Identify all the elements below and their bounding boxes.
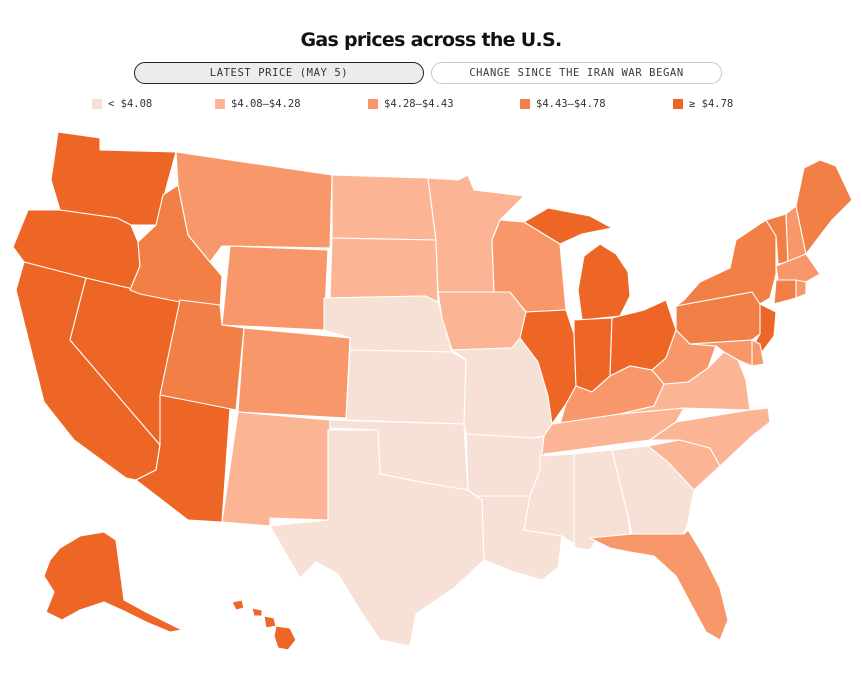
- change-since-war-toggle[interactable]: CHANGE SINCE THE IRAN WAR BEGAN: [431, 62, 722, 84]
- legend-item-408-428: $4.08–$4.28: [215, 98, 301, 110]
- state-nc[interactable]: [649, 407, 771, 467]
- state-id[interactable]: [129, 184, 223, 311]
- legend-item-443-478: $4.43–$4.78: [520, 98, 606, 110]
- state-md[interactable]: [689, 339, 753, 367]
- state-fl[interactable]: [589, 529, 729, 641]
- state-ar[interactable]: [465, 433, 545, 497]
- state-mt[interactable]: [175, 151, 333, 263]
- state-az[interactable]: [135, 394, 231, 523]
- view-toggle: LATEST PRICE (MAY 5) CHANGE SINCE THE IR…: [134, 62, 722, 84]
- legend-swatch: [92, 99, 102, 109]
- state-ks[interactable]: [345, 349, 467, 425]
- legend-label: ≥ $4.78: [689, 98, 734, 110]
- state-wy[interactable]: [221, 245, 329, 331]
- state-hi[interactable]: [231, 599, 297, 651]
- state-wa[interactable]: [50, 131, 177, 226]
- state-ak[interactable]: [43, 531, 183, 633]
- state-ny[interactable]: [675, 219, 777, 307]
- state-ct[interactable]: [773, 279, 797, 305]
- legend-swatch: [368, 99, 378, 109]
- legend-label: < $4.08: [108, 98, 153, 110]
- state-nd[interactable]: [331, 174, 437, 241]
- us-gas-price-map: [12, 131, 853, 651]
- state-nm[interactable]: [221, 411, 331, 527]
- state-ri[interactable]: [795, 279, 807, 299]
- state-il[interactable]: [519, 309, 577, 425]
- page-title: Gas prices across the U.S.: [300, 29, 562, 51]
- legend-item-lt-408: < $4.08: [92, 98, 152, 110]
- state-tx[interactable]: [269, 429, 485, 647]
- state-sd[interactable]: [329, 237, 439, 303]
- legend-label: $4.28–$4.43: [384, 98, 454, 110]
- legend-item-gte-478: ≥ $4.78: [673, 98, 733, 110]
- legend: < $4.08 $4.08–$4.28 $4.28–$4.43 $4.43–$4…: [92, 98, 772, 114]
- legend-item-428-443: $4.28–$4.43: [368, 98, 454, 110]
- legend-label: $4.08–$4.28: [231, 98, 301, 110]
- state-co[interactable]: [237, 327, 351, 419]
- state-mi[interactable]: [523, 207, 631, 321]
- legend-swatch: [673, 99, 683, 109]
- state-me[interactable]: [795, 159, 853, 255]
- state-ia[interactable]: [437, 291, 527, 351]
- legend-label: $4.43–$4.78: [536, 98, 606, 110]
- legend-swatch: [215, 99, 225, 109]
- state-ma[interactable]: [775, 253, 821, 283]
- latest-price-toggle[interactable]: LATEST PRICE (MAY 5): [134, 62, 424, 84]
- legend-swatch: [520, 99, 530, 109]
